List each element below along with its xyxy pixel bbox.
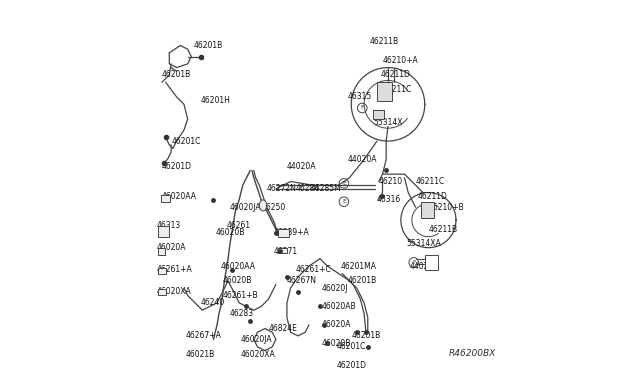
Text: 46020A: 46020A [322,320,351,329]
Text: 46020B: 46020B [223,276,252,285]
Text: 46316: 46316 [377,195,401,204]
Text: F: F [412,260,415,265]
Text: 44020A: 44020A [348,155,377,164]
Text: 46201C: 46201C [337,342,366,352]
Text: 46020AB: 46020AB [322,302,356,311]
Bar [278,248,287,253]
Text: E: E [342,199,346,204]
Text: 46289+A: 46289+A [274,228,310,237]
Text: 46211C: 46211C [383,85,412,94]
Text: 46021B: 46021B [186,350,215,359]
Text: R46200BX: R46200BX [449,349,497,358]
Text: 46201H: 46201H [200,96,230,105]
Text: 46211B: 46211B [428,225,458,234]
Bar [157,289,166,295]
Text: 46824E: 46824E [269,324,298,333]
Text: 46201MA: 46201MA [340,262,376,270]
Text: 46272N: 46272N [267,185,296,193]
Text: 46020XA: 46020XA [156,287,191,296]
Text: 46267+A: 46267+A [186,331,221,340]
Text: 46271: 46271 [274,247,298,256]
Text: 46201B: 46201B [348,276,377,285]
Text: 46211D: 46211D [417,192,447,201]
Text: 46201D: 46201D [337,361,367,370]
Ellipse shape [259,200,267,211]
Bar [421,202,434,218]
Text: 46267N: 46267N [287,276,317,285]
Text: 46261+B: 46261+B [223,291,258,300]
Text: 46201B: 46201B [161,70,191,79]
Text: F: F [360,106,364,110]
Text: 46210+A: 46210+A [383,56,418,65]
Text: 46315: 46315 [348,93,372,102]
Text: 46201B: 46201B [193,41,223,50]
Text: 46020JA: 46020JA [230,203,262,212]
Bar [425,255,438,270]
Text: 46020J: 46020J [322,283,348,293]
Text: 46020AA: 46020AA [161,192,196,201]
Text: 46261: 46261 [227,221,250,230]
Text: 46210+B: 46210+B [428,203,464,212]
Text: 46284: 46284 [296,185,320,193]
Bar [377,82,392,101]
Bar [161,195,170,202]
Bar [278,229,289,237]
Text: 46211C: 46211C [415,177,445,186]
Text: 46201C: 46201C [171,137,200,145]
Bar [158,225,170,237]
Text: 46283: 46283 [230,310,254,318]
Text: 44020A: 44020A [287,162,316,171]
Bar [373,110,385,119]
Text: 44020A: 44020A [410,262,440,270]
Text: 46020B: 46020B [215,228,244,237]
Text: 46020AA: 46020AA [221,262,256,270]
Text: 46211D: 46211D [381,70,410,79]
Text: 46210: 46210 [379,177,403,186]
Bar [157,267,166,274]
Text: E: E [342,181,346,186]
Bar [157,248,165,255]
Text: 46285M: 46285M [311,185,342,193]
Text: 46020JA: 46020JA [241,335,273,344]
Text: 46201B: 46201B [351,331,381,340]
Text: 55314XA: 55314XA [406,240,441,248]
Text: 46020A: 46020A [156,243,186,252]
Text: 46211B: 46211B [370,37,399,46]
Text: 46020B: 46020B [322,339,351,348]
Text: 55314X: 55314X [373,118,403,127]
Text: 46250: 46250 [261,203,285,212]
Text: 46261+A: 46261+A [156,265,192,274]
Text: 46261+C: 46261+C [296,265,332,274]
Text: 46313: 46313 [156,221,180,230]
Text: 46240: 46240 [200,298,225,307]
Text: 46201D: 46201D [161,162,191,171]
Text: 46020XA: 46020XA [241,350,276,359]
